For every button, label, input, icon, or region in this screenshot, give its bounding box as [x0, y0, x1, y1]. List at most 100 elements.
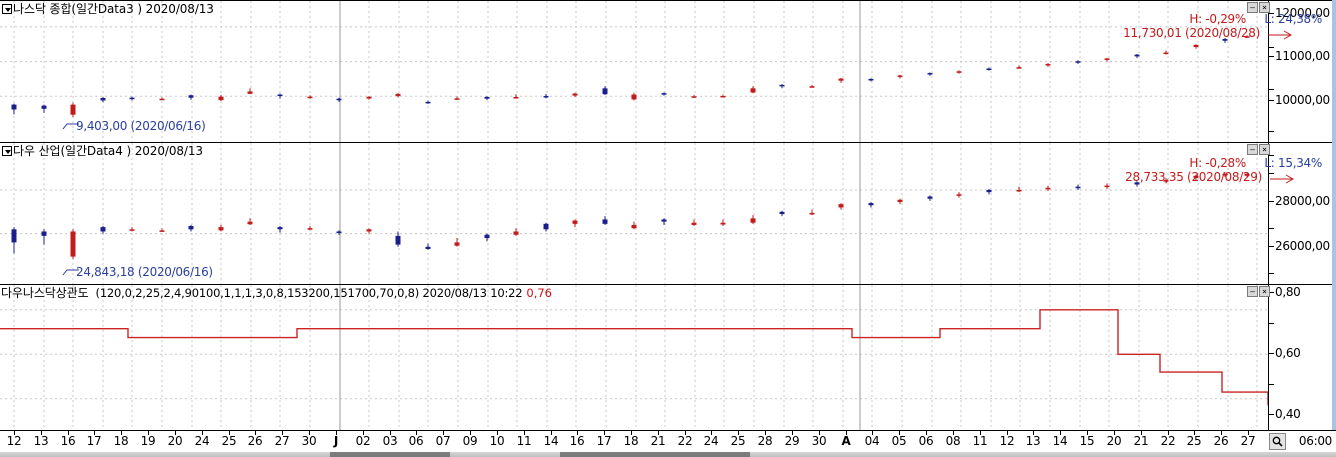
- x-axis-tick: [738, 431, 739, 435]
- x-axis-tick: [229, 431, 230, 435]
- x-axis-tick: [899, 431, 900, 435]
- x-axis-label: 17: [596, 434, 612, 448]
- taskbar[interactable]: [0, 452, 1336, 457]
- window-controls-dow: – ×: [1247, 144, 1270, 155]
- close-button[interactable]: ×: [1259, 286, 1270, 297]
- close-button[interactable]: ×: [1259, 144, 1270, 155]
- x-axis-label: 04: [864, 434, 880, 448]
- x-axis-label: 16: [569, 434, 585, 448]
- leader-line-nasdaq: [62, 123, 79, 130]
- x-axis-label: 17: [86, 434, 102, 448]
- x-axis-tick: [980, 431, 981, 435]
- x-axis-label: 06: [408, 434, 424, 448]
- x-axis-label: 24: [194, 434, 210, 448]
- x-axis-label: 25: [221, 434, 237, 448]
- minimize-button[interactable]: –: [1247, 2, 1258, 13]
- x-axis-tick: [41, 431, 42, 435]
- magnifier-icon[interactable]: [1269, 433, 1286, 450]
- x-axis-label: 11: [516, 434, 532, 448]
- close-button[interactable]: ×: [1259, 2, 1270, 13]
- x-axis-tick: [1060, 431, 1061, 435]
- x-axis-label: 25: [730, 434, 746, 448]
- x-axis-tick: [94, 431, 95, 435]
- x-axis: 12 13 16 17 18 19 20 24 25 26 27 30 J 02 03 06 07 09 10 11 1…: [0, 430, 1336, 452]
- x-axis-label: 21: [1133, 434, 1149, 448]
- right-side-strip: [1332, 0, 1336, 430]
- x-axis-label: 26: [1213, 434, 1229, 448]
- chevron-down-icon[interactable]: [2, 3, 12, 14]
- minimize-button[interactable]: –: [1247, 144, 1258, 155]
- annotation-low-pct-dow: L: 15,34%: [1264, 156, 1322, 170]
- x-axis-tick: [604, 431, 605, 435]
- x-axis-tick: [1141, 431, 1142, 435]
- x-axis-label: 06: [918, 434, 934, 448]
- x-axis-label: 12: [6, 434, 22, 448]
- panel-header-correlation: 다우나스닥상관도 (120,0,2,25,2,4,90100,1,1,1,3,0…: [0, 285, 552, 301]
- x-axis-label: 22: [677, 434, 693, 448]
- x-axis-label: 03: [382, 434, 398, 448]
- x-axis-tick: [14, 431, 15, 435]
- x-axis-tick: [363, 431, 364, 435]
- x-axis-label: 20: [1106, 434, 1122, 448]
- plot-area-dow[interactable]: [0, 143, 1268, 285]
- plot-area-correlation[interactable]: [0, 285, 1268, 431]
- x-axis-tick: [390, 431, 391, 435]
- x-axis-tick: [68, 431, 69, 435]
- x-axis-tick: [1114, 431, 1115, 435]
- x-axis-tick: [175, 431, 176, 435]
- leader-line-dow: [62, 269, 79, 276]
- x-axis-label: 18: [113, 434, 129, 448]
- x-axis-label: 29: [784, 434, 800, 448]
- x-axis-tick: [470, 431, 471, 435]
- panel-header-dow: 다우 산업(일간Data4 ) 2020/08/13: [0, 143, 203, 158]
- x-axis-tick: [926, 431, 927, 435]
- panel-dow-jones: 다우 산업(일간Data4 ) 2020/08/13 – × H: -0,28%…: [0, 142, 1336, 285]
- clock-label: 06:00: [1298, 434, 1332, 448]
- chevron-down-icon[interactable]: [2, 145, 12, 156]
- x-axis-tick: [121, 431, 122, 435]
- x-axis-label: 13: [1025, 434, 1041, 448]
- x-axis-tick: [443, 431, 444, 435]
- minimize-button[interactable]: –: [1247, 286, 1258, 297]
- y-tick-label: 10000,00: [1275, 93, 1330, 107]
- panel-nasdaq-composite: 나스닥 종합(일간Data3 ) 2020/08/13 – × H: -0,29…: [0, 0, 1336, 143]
- x-axis-tick: [416, 431, 417, 435]
- x-axis-label: 20: [167, 434, 183, 448]
- y-tick-label: 28000,00: [1275, 194, 1330, 208]
- plot-area-nasdaq[interactable]: [0, 1, 1268, 143]
- x-axis-tick: [685, 431, 686, 435]
- window-controls-nasdaq: – ×: [1247, 2, 1270, 13]
- panel-title-nasdaq: 나스닥 종합(일간Data3 ) 2020/08/13: [13, 2, 214, 16]
- window-controls-correlation: – ×: [1247, 286, 1270, 297]
- x-axis-tick: [953, 431, 954, 435]
- x-axis-tick: [309, 431, 310, 435]
- y-tick-label: 0,60: [1275, 346, 1301, 360]
- x-axis-tick: [148, 431, 149, 435]
- x-axis-tick: [819, 431, 820, 435]
- x-axis-tick: [1087, 431, 1088, 435]
- y-tick-label: 0,80: [1275, 285, 1301, 299]
- x-axis-label: 26: [247, 434, 263, 448]
- x-axis-tick: [1168, 431, 1169, 435]
- x-axis-label: 08: [945, 434, 961, 448]
- x-axis-tick: [792, 431, 793, 435]
- x-axis-tick: [846, 431, 847, 435]
- panel-title-dow: 다우 산업(일간Data4 ) 2020/08/13: [13, 144, 203, 158]
- x-axis-label: J: [333, 434, 339, 448]
- correlation-current-value: 0,76: [526, 285, 552, 300]
- y-axis-correlation: 0,80 0,60 0,40: [1268, 285, 1336, 431]
- annotation-low-price-dow: 24,843,18 (2020/06/16): [76, 265, 213, 279]
- panel-header-nasdaq: 나스닥 종합(일간Data3 ) 2020/08/13: [0, 1, 214, 16]
- x-axis-label: 19: [140, 434, 156, 448]
- annotation-high-price-dow: 28,733,35 (2020/08/29): [1125, 170, 1262, 184]
- y-axis-nasdaq: 12000,00 11000,00 10000,00: [1268, 1, 1336, 143]
- x-axis-label: 30: [811, 434, 827, 448]
- x-axis-label: 18: [623, 434, 639, 448]
- x-axis-tick: [872, 431, 873, 435]
- x-axis-label: 10: [489, 434, 505, 448]
- x-axis-tick: [1221, 431, 1222, 435]
- x-axis-tick: [202, 431, 203, 435]
- x-axis-label: 11: [972, 434, 988, 448]
- x-axis-tick: [765, 431, 766, 435]
